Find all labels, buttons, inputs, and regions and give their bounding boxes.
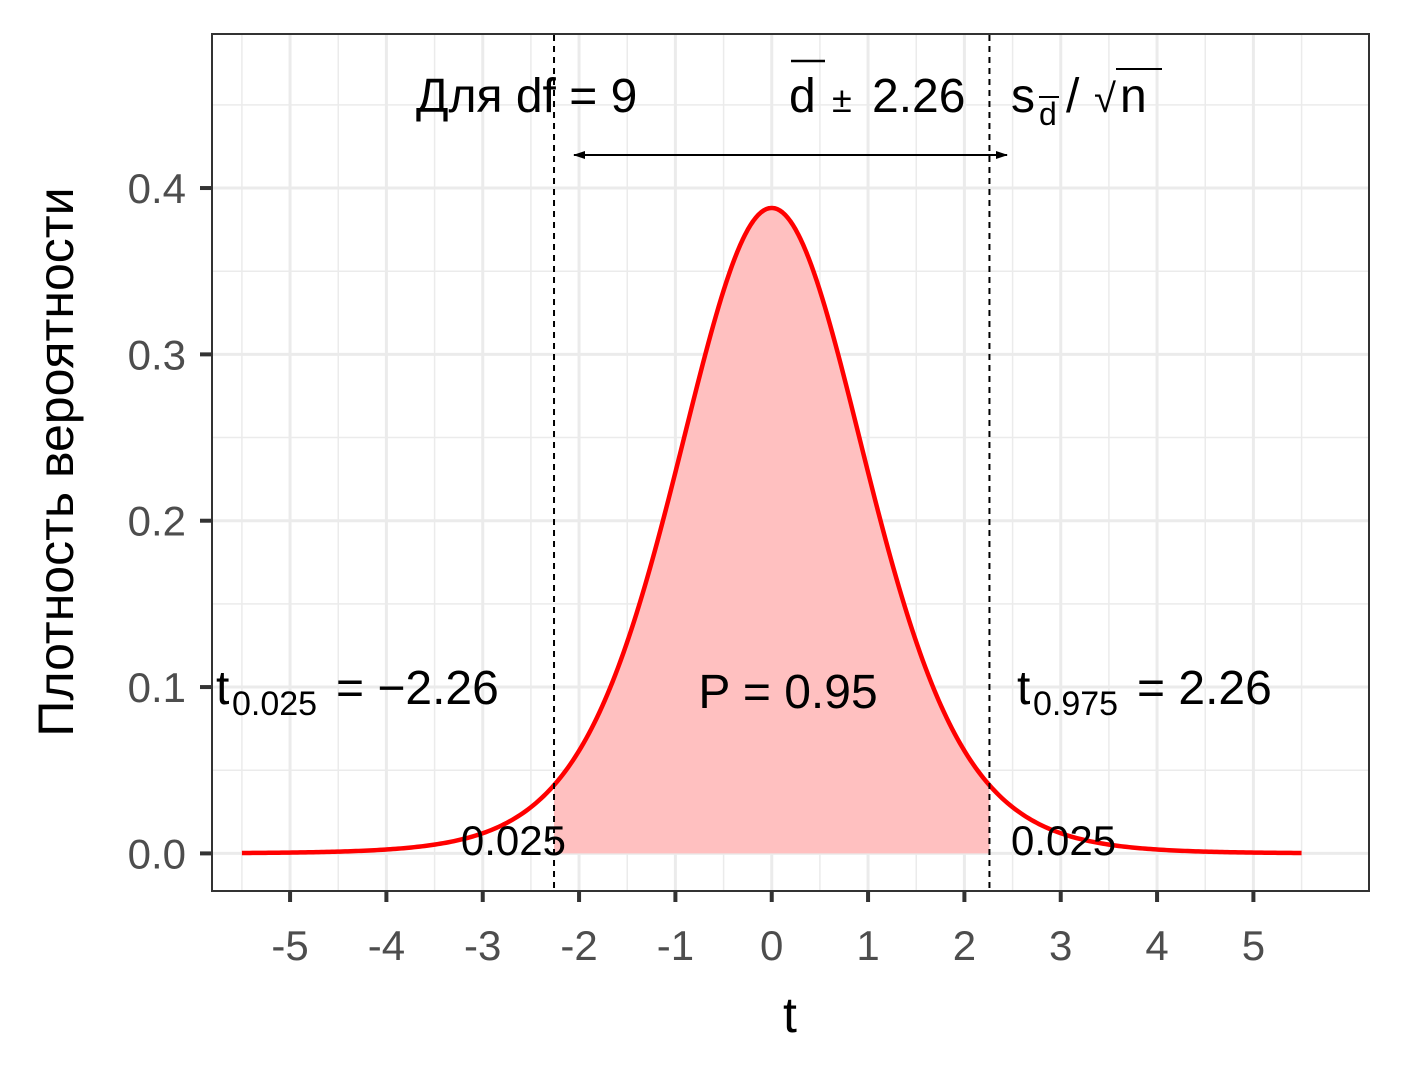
x-tick-label: -1: [657, 922, 694, 969]
x-tick-label: -4: [368, 922, 405, 969]
interval-formula: d ± 2.26 s d / √ n: [789, 59, 1162, 132]
interval-s-sub: d: [1039, 96, 1057, 132]
interval-n: n: [1120, 70, 1147, 123]
shaded-probability-region: [554, 207, 990, 854]
x-axis-title: t: [783, 987, 797, 1043]
x-tick-label: 3: [1049, 922, 1072, 969]
left-critical-label: t 0.025 = −2.26: [216, 662, 499, 723]
shaded-area: [554, 207, 990, 854]
interval-slash: /: [1066, 70, 1080, 123]
y-tick-label: 0.0: [128, 830, 186, 877]
t-density-line: [241, 205, 1302, 856]
x-tick-label: 0: [760, 922, 783, 969]
axes: -5 -4 -3 -2 -1 0 1 2 3 4 5 0.0 0.1 0.2 0.3 0.4: [128, 165, 1265, 969]
density-curve: [241, 205, 1302, 856]
panel-border: [211, 33, 1370, 892]
x-tick-label: -5: [271, 922, 308, 969]
left-value: = −2.26: [336, 662, 499, 715]
left-tail-label: 0.025: [461, 817, 566, 864]
left-t: t: [216, 662, 229, 715]
x-tick-label: 4: [1145, 922, 1168, 969]
interval-s: s: [1011, 70, 1035, 123]
interval-value: 2.26: [872, 70, 965, 123]
interval-root: √: [1094, 77, 1116, 121]
x-tick-label: -2: [560, 922, 597, 969]
right-t: t: [1017, 662, 1030, 715]
interval-pm: ±: [832, 79, 852, 120]
y-tick-label: 0.2: [128, 498, 186, 545]
left-sub: 0.025: [232, 685, 317, 723]
y-tick-label: 0.4: [128, 165, 186, 212]
x-tick-label: 5: [1242, 922, 1265, 969]
right-sub: 0.975: [1033, 685, 1118, 723]
right-value: = 2.26: [1137, 662, 1272, 715]
x-tick-label: 1: [856, 922, 879, 969]
x-tick-label: -3: [464, 922, 501, 969]
right-tail-label: 0.025: [1011, 817, 1116, 864]
y-tick-label: 0.1: [128, 664, 186, 711]
x-tick-label: 2: [953, 922, 976, 969]
y-axis-title: Плотность вероятности: [28, 187, 84, 736]
y-tick-label: 0.3: [128, 331, 186, 378]
df-label: Для df = 9: [416, 70, 637, 123]
center-probability-label: P = 0.95: [698, 666, 877, 719]
right-critical-label: t 0.975 = 2.26: [1017, 662, 1272, 723]
interval-d: d: [789, 70, 816, 123]
